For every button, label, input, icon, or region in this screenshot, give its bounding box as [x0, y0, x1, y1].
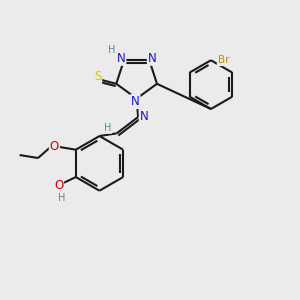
Text: H: H	[104, 123, 112, 133]
Text: Br: Br	[218, 55, 229, 65]
Text: N: N	[140, 110, 148, 123]
Text: N: N	[131, 95, 140, 108]
Text: H: H	[58, 193, 65, 203]
Text: O: O	[54, 179, 63, 192]
Text: S: S	[94, 70, 101, 83]
Text: N: N	[148, 52, 157, 65]
Text: O: O	[50, 140, 59, 153]
Text: H: H	[108, 45, 115, 56]
Text: N: N	[117, 52, 125, 65]
